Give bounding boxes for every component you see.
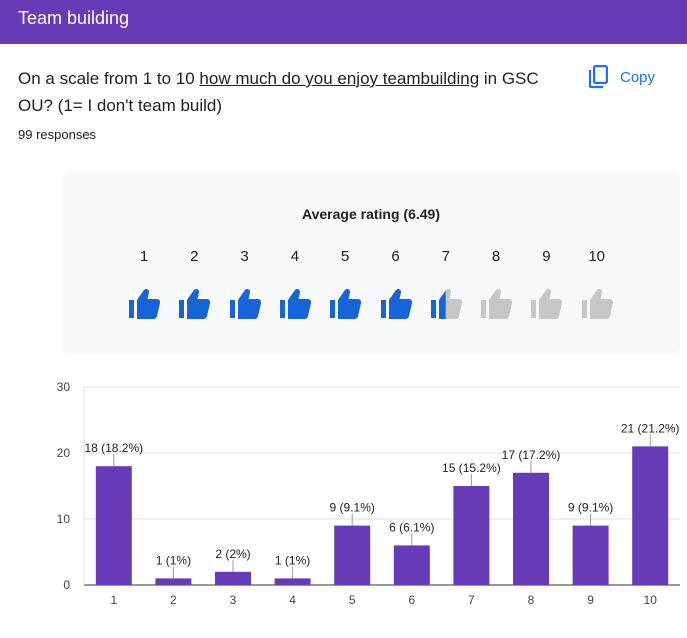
x-tick-label: 9 [587, 593, 594, 607]
y-tick-label: 20 [57, 446, 71, 460]
rating-number: 8 [491, 248, 501, 265]
thumb-up-icon [531, 288, 563, 319]
y-tick-label: 30 [57, 380, 71, 394]
copy-icon [588, 65, 610, 89]
rating-option-4: 4 [275, 247, 315, 319]
rating-number: 4 [290, 248, 300, 265]
rating-option-1: 1 [124, 247, 164, 319]
bar-data-label: 18 (18.2%) [84, 441, 143, 455]
rating-number: 10 [588, 248, 606, 265]
thumb-up-icon [229, 288, 261, 319]
thumb-up-icon [481, 288, 513, 319]
rating-option-10: 10 [577, 247, 617, 319]
question-prefix: On a scale from 1 to 10 [18, 69, 200, 88]
rating-option-2: 2 [174, 247, 214, 319]
x-tick-label: 1 [110, 593, 117, 607]
x-tick-label: 6 [408, 593, 415, 607]
question-underlined: how much do you enjoy teambuilding [199, 69, 480, 88]
rating-number: 1 [139, 248, 149, 265]
thumb-up-icon [179, 288, 211, 319]
bar-data-label: 1 (1%) [275, 553, 310, 567]
bar [572, 525, 609, 585]
rating-number: 6 [391, 248, 400, 265]
bar [393, 545, 430, 585]
copy-label: Copy [620, 68, 656, 86]
y-tick-label: 10 [57, 512, 71, 526]
rating-option-3: 3 [225, 247, 265, 319]
y-tick-label: 0 [63, 578, 70, 592]
bar-data-label: 9 (9.1%) [330, 501, 375, 515]
thumb-up-icon [430, 288, 462, 319]
bar-data-label: 2 (2%) [215, 547, 250, 561]
bar-data-label: 6 (6.1%) [389, 520, 434, 534]
rating-option-8: 8 [476, 247, 516, 319]
thumb-up-icon [330, 288, 362, 319]
section-header: Team building [0, 0, 687, 44]
rating-option-5: 5 [325, 247, 365, 319]
rating-number: 7 [441, 248, 450, 265]
bar-data-label: 21 (21.2%) [621, 421, 680, 435]
rating-option-9: 9 [526, 247, 566, 319]
rating-option-7: 7 [426, 247, 466, 319]
x-tick-label: 2 [170, 593, 177, 607]
bar [453, 486, 490, 585]
thumb-up-icon [581, 288, 613, 319]
x-tick-label: 4 [289, 593, 296, 607]
thumb-up-icon [380, 288, 412, 319]
rating-number: 9 [542, 248, 551, 265]
bar-data-label: 17 (17.2%) [502, 448, 561, 462]
response-count: 99 responses [18, 127, 97, 142]
rating-scale: 1 2 3 4 5 6 7 8 9 10 [62, 171, 680, 354]
question-suffix: in GSC OU? (1= I don't team build) [18, 69, 539, 115]
thumb-up-icon [279, 288, 311, 319]
bar [155, 578, 192, 585]
x-tick-label: 3 [230, 593, 237, 607]
section-title: Team building [18, 8, 130, 28]
x-tick-label: 7 [468, 593, 475, 607]
x-tick-label: 10 [644, 593, 658, 607]
bar-data-label: 9 (9.1%) [568, 501, 613, 515]
copy-button[interactable]: Copy [588, 62, 672, 92]
bar [95, 466, 132, 585]
bar-data-label: 1 (1%) [156, 553, 191, 567]
thumb-up-icon [129, 288, 161, 319]
rating-number: 3 [240, 248, 249, 265]
average-rating-title: Average rating (6.49) [302, 206, 440, 222]
bar-data-label: 15 (15.2%) [442, 461, 501, 475]
bar [334, 525, 371, 585]
x-tick-label: 5 [349, 593, 356, 607]
bar-chart: 0 10 20 30 18 (18.2%) 1 1 (1%) 2 2 (2%) 3 1 (1%) 4 9… [57, 380, 680, 607]
rating-card: Average rating (6.49) 1 2 3 4 5 6 7 8 9 10 [62, 171, 680, 354]
question-text: On a scale from 1 to 10 how much do you … [18, 65, 578, 119]
bar [632, 446, 669, 585]
rating-option-6: 6 [376, 247, 416, 319]
bar [215, 571, 251, 585]
rating-number: 2 [190, 248, 199, 265]
bar [274, 578, 311, 585]
bar [513, 472, 549, 585]
x-tick-label: 8 [528, 593, 535, 607]
rating-number: 5 [341, 248, 350, 265]
